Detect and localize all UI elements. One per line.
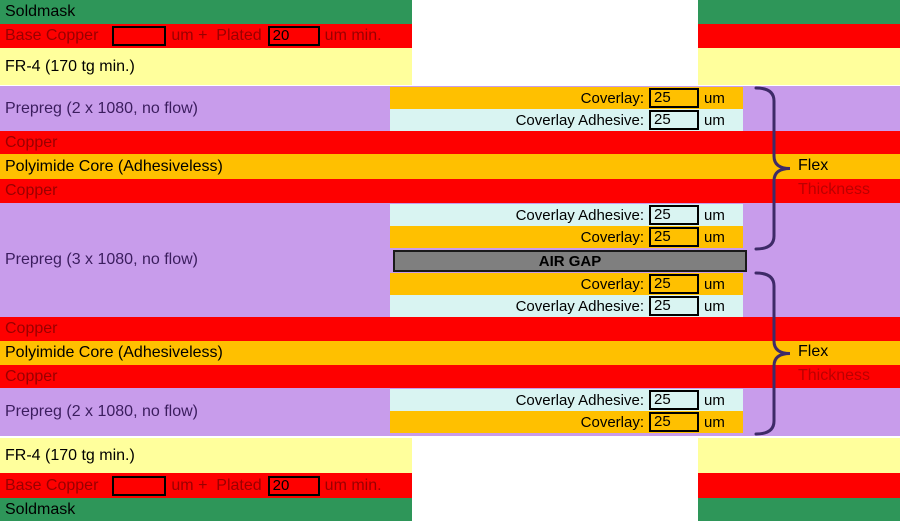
- layer-copper-2: Copper: [0, 179, 900, 203]
- polyimide-2-label: Polyimide Core (Adhesiveless): [5, 344, 223, 361]
- coverlay-1-unit: um: [704, 89, 725, 107]
- coverlay-2-label: Coverlay:: [580, 228, 644, 246]
- coverlay-adhesive-4-unit: um: [704, 391, 725, 409]
- coverlay-1-value-field[interactable]: 25: [649, 88, 699, 108]
- flex-label-2: Flex: [798, 343, 829, 360]
- coverlay-2-unit: um: [704, 228, 725, 246]
- polyimide-1-label: Polyimide Core (Adhesiveless): [5, 157, 223, 175]
- base-copper-bottom-suffix: um min.: [324, 476, 382, 494]
- band-coverlay-adhesive-1: Coverlay Adhesive: 25 um: [390, 109, 743, 131]
- coverlay-adhesive-3-unit: um: [704, 297, 725, 315]
- coverlay-adhesive-1-value-field[interactable]: 25: [649, 110, 699, 130]
- base-copper-bottom-content: Base Copper um + Plated 20 um min.: [0, 475, 382, 496]
- base-copper-top-content: Base Copper um + Plated 20 um min.: [0, 26, 382, 46]
- base-copper-bottom-value-field[interactable]: [112, 475, 167, 496]
- soldmask-top-label: Soldmask: [5, 3, 76, 20]
- copper-2-label: Copper: [5, 182, 58, 199]
- layer-fr4-top-right: [698, 48, 900, 85]
- layer-soldmask-top-right: [698, 0, 900, 24]
- fr4-bottom-label: FR-4 (170 tg min.): [5, 446, 135, 464]
- band-coverlay-2: Coverlay: 25 um: [390, 226, 743, 248]
- soldmask-bottom-label: Soldmask: [5, 500, 76, 518]
- coverlay-3-label: Coverlay:: [580, 275, 644, 293]
- thickness-label-2: Thickness: [798, 367, 871, 384]
- coverlay-adhesive-2-value-field[interactable]: 25: [649, 205, 699, 225]
- coverlay-3-unit: um: [704, 275, 725, 293]
- base-copper-top-value-field[interactable]: [112, 26, 167, 46]
- layer-fr4-bottom: FR-4 (170 tg min.): [0, 438, 412, 473]
- coverlay-adhesive-4-value-field[interactable]: 25: [649, 390, 699, 410]
- air-gap-label: AIR GAP: [538, 252, 602, 270]
- band-coverlay-adhesive-2: Coverlay Adhesive: 25 um: [390, 204, 743, 226]
- layer-fr4-bottom-right: [698, 438, 900, 473]
- layer-fr4-top: FR-4 (170 tg min.): [0, 48, 412, 85]
- coverlay-4-unit: um: [704, 413, 725, 431]
- coverlay-adhesive-3-label: Coverlay Adhesive:: [515, 297, 644, 315]
- coverlay-4-label: Coverlay:: [580, 413, 644, 431]
- copper-4-label: Copper: [5, 367, 58, 385]
- coverlay-adhesive-4-label: Coverlay Adhesive:: [515, 391, 644, 409]
- coverlay-1-label: Coverlay:: [580, 89, 644, 107]
- layer-base-copper-bottom: Base Copper um + Plated 20 um min.: [0, 473, 412, 498]
- band-coverlay-adhesive-4: Coverlay Adhesive: 25 um: [390, 389, 743, 411]
- prepreg-bottom-label: Prepreg (2 x 1080, no flow): [5, 403, 198, 420]
- layer-base-copper-bottom-right: [698, 473, 900, 498]
- flex-label-1: Flex: [798, 157, 829, 174]
- layer-polyimide-core-1: Polyimide Core (Adhesiveless): [0, 154, 900, 179]
- coverlay-adhesive-2-unit: um: [704, 206, 725, 224]
- layer-copper-4: Copper: [0, 365, 900, 388]
- copper-1-label: Copper: [5, 133, 58, 151]
- band-coverlay-3: Coverlay: 25 um: [390, 273, 743, 295]
- band-coverlay-adhesive-3: Coverlay Adhesive: 25 um: [390, 295, 743, 317]
- base-copper-top-label: Base Copper: [5, 27, 99, 44]
- layer-base-copper-top-right: [698, 24, 900, 48]
- coverlay-adhesive-3-value-field[interactable]: 25: [649, 296, 699, 316]
- coverlay-2-value-field[interactable]: 25: [649, 227, 699, 247]
- plated-top-value-field[interactable]: 20: [267, 26, 320, 46]
- coverlay-adhesive-1-unit: um: [704, 111, 725, 129]
- layer-base-copper-top: Base Copper um + Plated 20 um min.: [0, 24, 412, 48]
- plated-bottom-value-field[interactable]: 20: [267, 475, 320, 496]
- layer-copper-3: Copper: [0, 317, 900, 341]
- copper-3-label: Copper: [5, 320, 58, 337]
- base-copper-bottom-label: Base Copper: [5, 476, 99, 494]
- coverlay-adhesive-1-label: Coverlay Adhesive:: [515, 111, 644, 129]
- prepreg-top-label: Prepreg (2 x 1080, no flow): [5, 99, 198, 117]
- fr4-top-label: FR-4 (170 tg min.): [5, 57, 135, 75]
- flex-thickness-brace-1: [754, 86, 791, 251]
- coverlay-adhesive-2-label: Coverlay Adhesive:: [515, 206, 644, 224]
- band-coverlay-4: Coverlay: 25 um: [390, 411, 743, 433]
- coverlay-4-value-field[interactable]: 25: [649, 412, 699, 432]
- layer-soldmask-bottom: Soldmask: [0, 498, 412, 521]
- base-copper-bottom-mid-text: um + Plated: [171, 476, 262, 494]
- thickness-label-1: Thickness: [798, 181, 871, 198]
- base-copper-top-suffix: um min.: [324, 27, 382, 44]
- coverlay-3-value-field[interactable]: 25: [649, 274, 699, 294]
- base-copper-top-mid-text: um + Plated: [171, 27, 262, 44]
- prepreg-mid-label: Prepreg (3 x 1080, no flow): [5, 251, 198, 268]
- layer-soldmask-top: Soldmask: [0, 0, 412, 24]
- layer-polyimide-core-2: Polyimide Core (Adhesiveless): [0, 341, 900, 365]
- flex-thickness-brace-2: [754, 271, 791, 436]
- band-coverlay-1: Coverlay: 25 um: [390, 87, 743, 109]
- air-gap-bar: AIR GAP: [393, 250, 747, 272]
- layer-soldmask-bottom-right: [698, 498, 900, 521]
- layer-copper-1: Copper: [0, 131, 900, 154]
